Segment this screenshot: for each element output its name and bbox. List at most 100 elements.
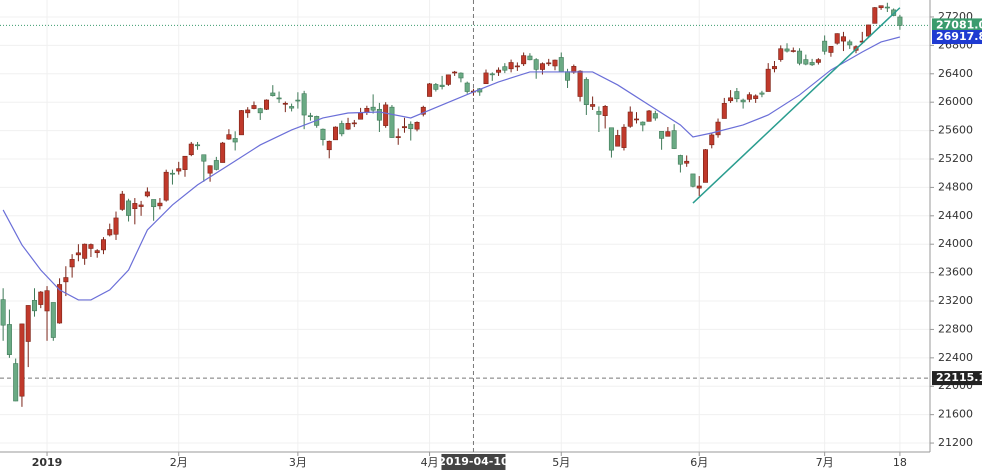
candle-body [119, 193, 125, 210]
candle-body [282, 102, 288, 105]
crosshair-x-label-bg [441, 454, 506, 470]
moving-average [2, 36, 901, 301]
crosshair-x-label: 2019-04-10 [438, 455, 509, 468]
y-tick-label: 26400 [938, 67, 973, 80]
y-tick-label: 25600 [938, 124, 973, 137]
candle-body [778, 48, 784, 60]
candle-body [815, 59, 821, 63]
candle-body [502, 66, 508, 71]
x-tick-label: 2月 [170, 456, 188, 469]
x-tick-label: 4月 [421, 456, 439, 469]
candle-body [847, 41, 853, 46]
candle-body [558, 57, 564, 72]
candle-body [646, 110, 652, 122]
candle-body [872, 7, 878, 24]
candle-body [753, 95, 759, 99]
candle-body [358, 112, 364, 120]
candle-body [144, 191, 150, 197]
candle-body [565, 71, 571, 81]
candle-body [307, 115, 313, 117]
x-tick-label: 6月 [690, 456, 708, 469]
candle-body [427, 83, 433, 97]
candle-body [458, 72, 464, 79]
x-tick-label: 7月 [816, 456, 834, 469]
candle-body [508, 62, 514, 70]
last-price-label: 27081.0 [936, 18, 982, 31]
candle-body [746, 94, 752, 100]
x-tick-label: 18 [893, 456, 907, 469]
candle-body [113, 217, 119, 235]
candle-body [866, 24, 872, 37]
candle-body [834, 33, 840, 44]
candle-body [25, 305, 31, 342]
ma-label: 26917.8 [936, 30, 982, 43]
candle-body [163, 171, 169, 201]
candle-body [483, 72, 489, 85]
candle-body [546, 62, 552, 65]
candle-body [521, 55, 527, 65]
candle-body [69, 259, 75, 268]
candle-body [665, 131, 671, 137]
candle-body [245, 109, 251, 114]
candle-body [715, 121, 721, 136]
candle-body [608, 127, 614, 151]
candle-body [364, 107, 370, 113]
candle-body [583, 79, 589, 105]
candle-body [527, 55, 533, 61]
candle-body [169, 172, 175, 175]
candle-body [677, 155, 683, 165]
candle-body [201, 154, 207, 162]
candle-body [251, 105, 257, 109]
x-tick-label: 5月 [552, 456, 570, 469]
candle-body [878, 5, 884, 9]
candle-body [383, 104, 389, 126]
candle-body [395, 136, 401, 138]
y-tick-label: 21600 [938, 408, 973, 421]
candle-body [50, 302, 56, 338]
candle-body [257, 108, 263, 114]
candle-body [82, 243, 88, 259]
candle-body [489, 73, 495, 76]
candle-body [728, 97, 734, 102]
candle-body [326, 140, 332, 151]
candle-body [351, 122, 357, 125]
candle-body [75, 252, 81, 256]
y-tick-label: 24800 [938, 180, 973, 193]
y-tick-label: 21200 [938, 436, 973, 449]
candle-body [759, 92, 765, 95]
candle-body [634, 118, 640, 121]
candle-body [615, 135, 621, 147]
y-tick-label: 24400 [938, 209, 973, 222]
candle-body [289, 106, 295, 109]
y-tick-label: 25200 [938, 152, 973, 165]
candle-body [596, 111, 602, 115]
candle-body [627, 111, 633, 127]
candle-body [734, 91, 740, 100]
candle-body [884, 6, 890, 9]
candle-body [690, 173, 696, 187]
candle-body [132, 203, 138, 210]
candle-body [195, 144, 201, 147]
candle-body [0, 299, 6, 326]
candle-body [182, 155, 188, 170]
y-tick-label: 26000 [938, 95, 973, 108]
candle-body [702, 149, 708, 183]
candle-body [151, 199, 157, 208]
x-tick-label: 3月 [289, 456, 307, 469]
candle-body [6, 324, 12, 355]
candle-body [640, 121, 646, 126]
candle-body [840, 36, 846, 42]
crosshair-y-label: 22115.1 [936, 371, 982, 384]
candle-body [784, 48, 790, 52]
candle-body [276, 97, 282, 100]
y-tick-label: 22800 [938, 322, 973, 335]
candle-body [19, 323, 25, 397]
candle-body [88, 244, 94, 249]
candle-body [264, 99, 270, 110]
candle-body [709, 134, 715, 146]
candle-body [301, 93, 307, 116]
candle-body [126, 200, 132, 216]
candle-body [376, 108, 382, 121]
